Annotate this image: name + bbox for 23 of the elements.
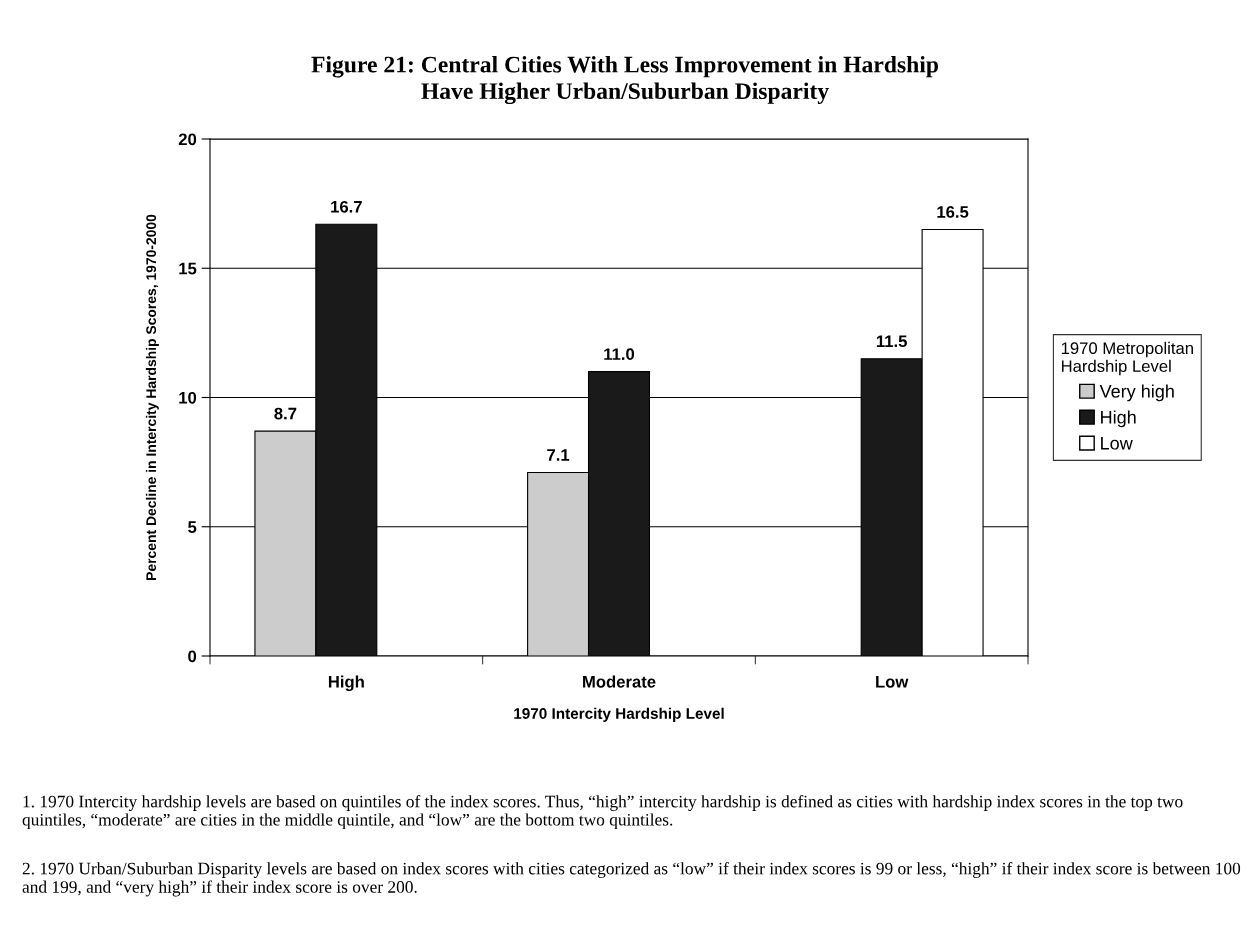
text: 2. 1970 Urban/Suburban Disparity levels are based on index scores with cities categorized as “low” if their index scores is 99 or less, “high” if their index score is between 100 and 199, and “very high” if their index score is over 200. (22, 862, 1241, 897)
x-axis-title: 1970 Intercity Hardship Level (514, 707, 724, 722)
legend-label: Very high (1099, 384, 1174, 402)
chart-title: Figure 21: Central Cities With Less Improvement in Hardship Have Higher Urban/Suburban Disparity (311, 55, 939, 105)
y-tick-label: 5 (188, 521, 197, 533)
data-label: 7.1 (547, 449, 570, 461)
legend-title: 1970 Metropolitan Hardship Level (1061, 341, 1193, 376)
x-tick-label: Low (876, 676, 909, 688)
text: 1. 1970 Intercity hardship levels are based on quintiles of the index scores. Thus, “high” intercity hardship is defined as cities with hardship index scores in the top two quintiles, “moderate” are cities in the middle quintile, and “low” are the bottom two quintiles. (22, 795, 1183, 830)
data-label: 11.0 (604, 348, 635, 361)
y-axis-title: Percent Decline in Intercity Hardship Scores, 1970-2000 (145, 214, 159, 580)
y-tick-label: 10 (179, 391, 197, 404)
data-label: 8.7 (274, 407, 297, 420)
x-tick-label: High (328, 675, 364, 692)
legend-label: High (1101, 410, 1136, 428)
y-tick-label: 0 (188, 650, 197, 663)
data-label: 16.5 (937, 206, 969, 218)
y-tick-label: 20 (178, 133, 197, 146)
legend-label: Low (1101, 437, 1133, 450)
y-tick-label: 15 (179, 262, 197, 275)
x-tick-label: Moderate (583, 675, 656, 688)
data-label: 11.5 (876, 335, 907, 348)
data-label: 16.7 (331, 200, 362, 213)
